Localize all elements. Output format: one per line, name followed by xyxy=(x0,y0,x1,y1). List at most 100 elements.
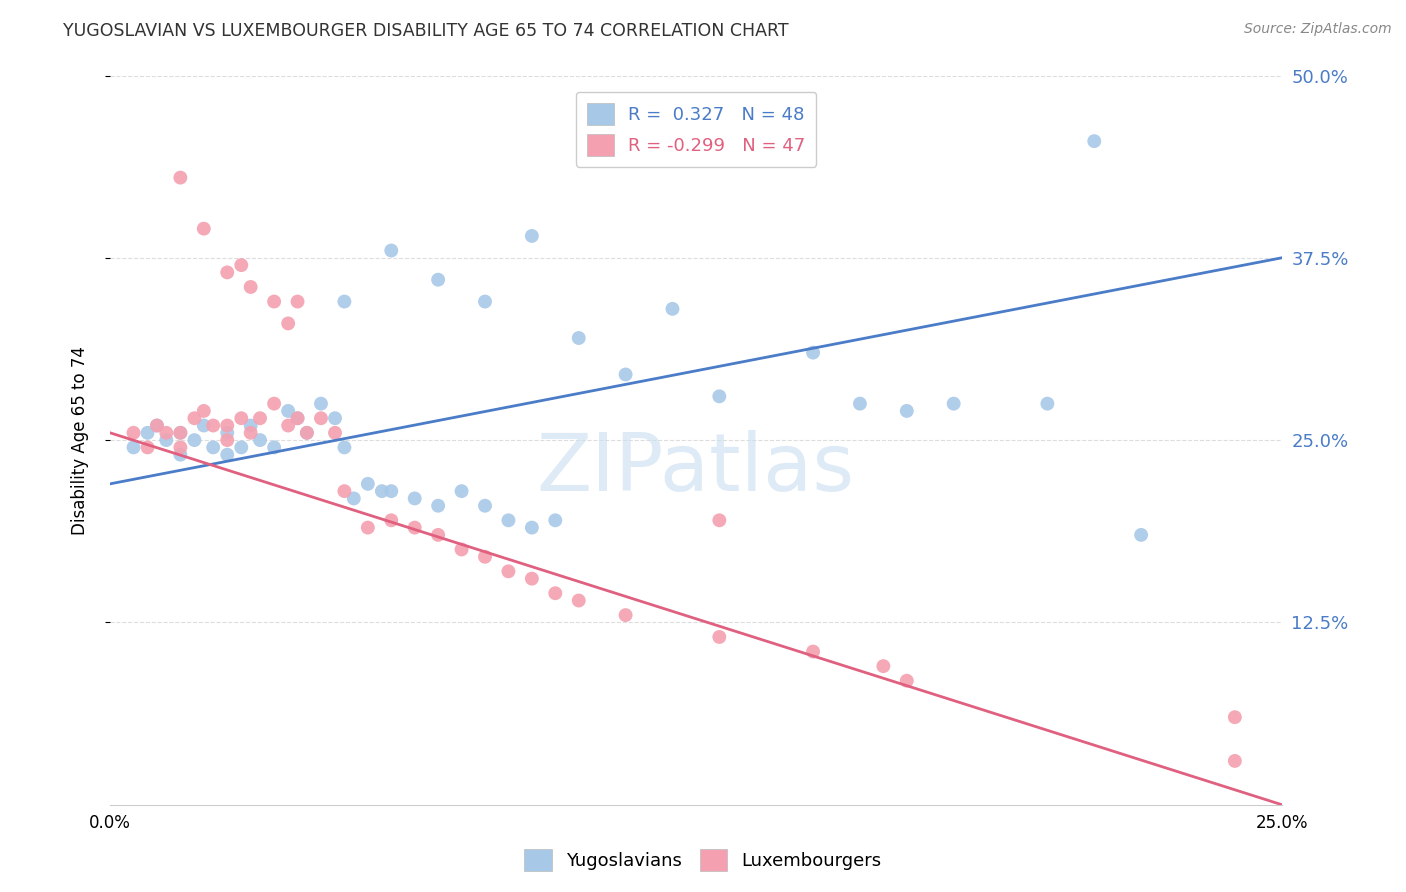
Legend: Yugoslavians, Luxembourgers: Yugoslavians, Luxembourgers xyxy=(517,842,889,879)
Point xyxy=(231,258,253,272)
Point xyxy=(357,476,380,491)
Point xyxy=(277,418,299,433)
Point xyxy=(263,294,285,309)
Point xyxy=(193,404,215,418)
Point xyxy=(183,433,205,447)
Point xyxy=(155,433,177,447)
Point xyxy=(498,565,520,579)
Point xyxy=(333,484,356,499)
Point xyxy=(309,397,332,411)
Point xyxy=(709,630,731,644)
Point xyxy=(122,441,145,455)
Point xyxy=(136,425,159,440)
Point xyxy=(404,491,426,506)
Point xyxy=(217,433,239,447)
Point xyxy=(277,404,299,418)
Point xyxy=(309,411,332,425)
Point xyxy=(183,411,205,425)
Point xyxy=(287,411,309,425)
Text: YUGOSLAVIAN VS LUXEMBOURGER DISABILITY AGE 65 TO 74 CORRELATION CHART: YUGOSLAVIAN VS LUXEMBOURGER DISABILITY A… xyxy=(63,22,789,40)
Point xyxy=(217,448,239,462)
Point xyxy=(450,542,472,557)
Point xyxy=(295,425,318,440)
Point xyxy=(249,433,271,447)
Point xyxy=(287,294,309,309)
Point xyxy=(169,425,191,440)
Point xyxy=(801,345,824,359)
Point xyxy=(169,170,191,185)
Point xyxy=(1223,754,1246,768)
Point xyxy=(231,411,253,425)
Point xyxy=(661,301,683,316)
Point xyxy=(217,418,239,433)
Point xyxy=(169,425,191,440)
Point xyxy=(169,448,191,462)
Point xyxy=(249,411,271,425)
Point xyxy=(380,484,402,499)
Point xyxy=(231,441,253,455)
Point xyxy=(568,593,591,607)
Point xyxy=(217,265,239,279)
Point xyxy=(122,425,145,440)
Legend: R =  0.327   N = 48, R = -0.299   N = 47: R = 0.327 N = 48, R = -0.299 N = 47 xyxy=(575,92,815,167)
Point xyxy=(474,549,496,564)
Point xyxy=(849,397,872,411)
Point xyxy=(202,418,225,433)
Point xyxy=(520,520,543,534)
Point xyxy=(614,368,637,382)
Point xyxy=(544,586,567,600)
Point xyxy=(277,317,299,331)
Point xyxy=(801,644,824,658)
Point xyxy=(323,411,346,425)
Point xyxy=(155,425,177,440)
Point xyxy=(427,528,450,542)
Point xyxy=(333,294,356,309)
Point xyxy=(1083,134,1105,148)
Point xyxy=(193,418,215,433)
Point xyxy=(568,331,591,345)
Point xyxy=(295,425,318,440)
Point xyxy=(614,608,637,623)
Point xyxy=(323,425,346,440)
Point xyxy=(287,411,309,425)
Point xyxy=(498,513,520,527)
Point xyxy=(217,425,239,440)
Point xyxy=(474,294,496,309)
Text: Source: ZipAtlas.com: Source: ZipAtlas.com xyxy=(1244,22,1392,37)
Point xyxy=(380,244,402,258)
Point xyxy=(520,229,543,244)
Point xyxy=(193,221,215,235)
Point xyxy=(520,572,543,586)
Point xyxy=(872,659,894,673)
Point xyxy=(709,513,731,527)
Point xyxy=(380,513,402,527)
Point xyxy=(1036,397,1059,411)
Point xyxy=(942,397,965,411)
Point xyxy=(544,513,567,527)
Point xyxy=(263,441,285,455)
Point xyxy=(239,280,262,294)
Point xyxy=(357,520,380,534)
Point xyxy=(371,484,394,499)
Y-axis label: Disability Age 65 to 74: Disability Age 65 to 74 xyxy=(72,346,89,534)
Point xyxy=(333,441,356,455)
Point xyxy=(263,397,285,411)
Point xyxy=(136,441,159,455)
Point xyxy=(146,418,169,433)
Point xyxy=(239,425,262,440)
Point xyxy=(239,418,262,433)
Point xyxy=(427,499,450,513)
Point xyxy=(896,404,918,418)
Point xyxy=(202,441,225,455)
Point xyxy=(1130,528,1153,542)
Point xyxy=(169,441,191,455)
Point xyxy=(709,389,731,403)
Point xyxy=(474,499,496,513)
Point xyxy=(427,273,450,287)
Text: ZIPatlas: ZIPatlas xyxy=(537,430,855,508)
Point xyxy=(450,484,472,499)
Point xyxy=(896,673,918,688)
Point xyxy=(404,520,426,534)
Point xyxy=(343,491,366,506)
Point xyxy=(146,418,169,433)
